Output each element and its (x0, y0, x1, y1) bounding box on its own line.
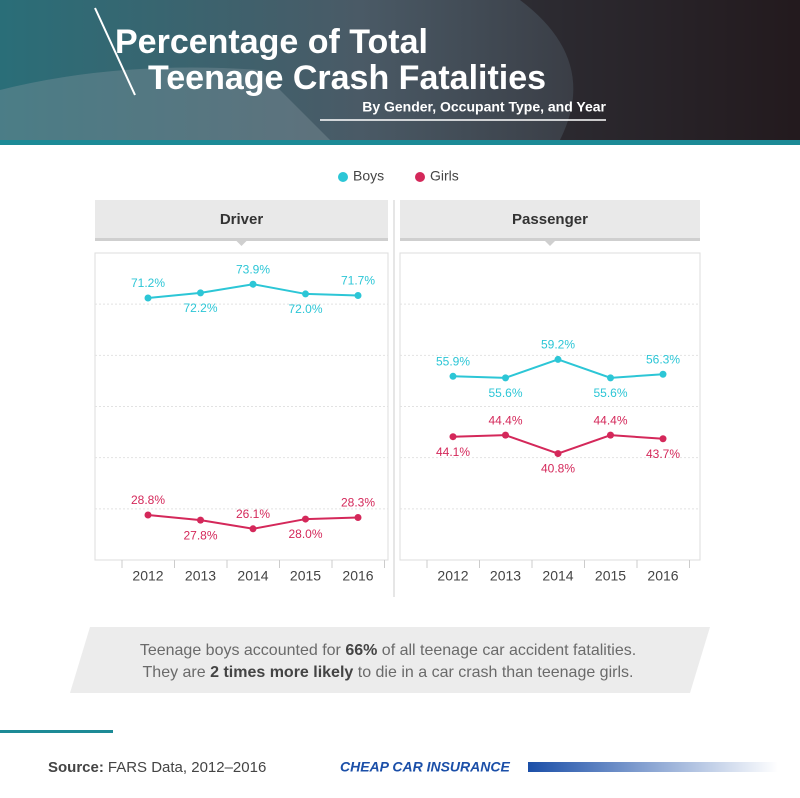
data-label: 28.8% (131, 493, 165, 507)
panel-header-shadow (95, 238, 388, 241)
data-label: 59.2% (541, 338, 575, 352)
data-point (502, 431, 509, 439)
panel-header (400, 200, 700, 240)
note-text: Teenage boys accounted for (140, 642, 345, 659)
data-label: 26.1% (236, 507, 270, 521)
note-text: of all teenage car accident fatalities. (377, 642, 636, 659)
source-label: Source: (48, 759, 104, 776)
footer-accent (0, 730, 113, 733)
panel-header-pointer (236, 241, 247, 246)
x-tick-label: 2016 (342, 568, 373, 584)
data-label: 73.9% (236, 262, 270, 276)
data-point (197, 516, 204, 524)
data-point (554, 355, 562, 363)
data-point (659, 435, 667, 443)
data-label: 28.3% (341, 496, 375, 510)
data-point (554, 450, 562, 458)
data-label: 71.2% (131, 276, 165, 290)
data-point (449, 433, 457, 441)
legend-label: Boys (353, 168, 384, 184)
data-point (249, 525, 257, 533)
data-point (302, 515, 309, 523)
data-label: 28.0% (288, 527, 322, 541)
data-point (197, 289, 204, 297)
header-accent-line (94, 7, 136, 96)
title-line: Percentage of Total (115, 23, 428, 61)
title-line: Teenage Crash Fatalities (148, 59, 546, 97)
x-tick-label: 2013 (185, 568, 216, 584)
data-point (449, 372, 457, 380)
logo-bar (528, 762, 778, 772)
data-label: 55.9% (436, 354, 470, 368)
header-car-shape (520, 0, 800, 140)
x-tick-label: 2016 (647, 568, 678, 584)
x-tick-label: 2015 (595, 568, 626, 584)
note-text: They are (143, 664, 211, 681)
note-emphasis: 2 times more likely (210, 664, 353, 681)
legend-label: Girls (430, 168, 459, 184)
data-label: 44.4% (593, 413, 627, 427)
x-tick-label: 2015 (290, 568, 321, 584)
x-tick-label: 2012 (132, 568, 163, 584)
x-tick-label: 2013 (490, 568, 521, 584)
x-tick-label: 2014 (237, 568, 268, 584)
note-line: Teenage boys accounted for 66% of all te… (140, 642, 636, 659)
data-label: 72.2% (183, 301, 217, 315)
x-tick-label: 2014 (542, 568, 573, 584)
header-car-shape (0, 67, 330, 140)
logo: CHEAP CAR INSURANCE (340, 759, 510, 775)
panel-header-pointer (545, 241, 555, 246)
legend-marker (338, 172, 348, 182)
header-border (0, 140, 800, 145)
note-emphasis: 66% (345, 642, 377, 659)
source: Source: FARS Data, 2012–2016 (48, 759, 266, 776)
data-label: 56.3% (646, 352, 680, 366)
data-point (659, 370, 667, 378)
subtitle: By Gender, Occupant Type, and Year (362, 99, 606, 115)
legend-marker (415, 172, 425, 182)
data-point (607, 374, 614, 382)
charts: Boys Girls Driver 2012 2013 2014 2015 2016 71.2%… (94, 168, 701, 597)
data-label: 55.6% (488, 386, 522, 400)
note-box (70, 627, 710, 693)
data-label: 72.0% (288, 302, 322, 316)
source-text: FARS Data, 2012–2016 (108, 759, 266, 776)
note-text: to die in a car crash than teenage girls… (353, 664, 633, 681)
panel-header (95, 200, 388, 240)
data-point (607, 431, 614, 439)
data-point (144, 294, 152, 302)
data-label: 43.7% (646, 447, 680, 461)
data-label: 40.8% (541, 462, 575, 476)
data-label: 44.1% (436, 445, 470, 459)
data-point (354, 514, 362, 522)
data-label: 71.7% (341, 274, 375, 288)
data-point (249, 280, 257, 288)
data-point (354, 291, 362, 299)
panel-title: Passenger (512, 211, 588, 228)
x-tick-label: 2012 (437, 568, 468, 584)
panel-header-shadow (400, 238, 700, 241)
data-point (144, 511, 152, 519)
data-label: 27.8% (183, 528, 217, 542)
data-point (302, 290, 309, 298)
data-label: 44.4% (488, 413, 522, 427)
panel-title: Driver (220, 211, 264, 228)
data-point (502, 374, 509, 382)
note-line: They are 2 times more likely to die in a… (143, 664, 634, 681)
data-label: 55.6% (593, 386, 627, 400)
